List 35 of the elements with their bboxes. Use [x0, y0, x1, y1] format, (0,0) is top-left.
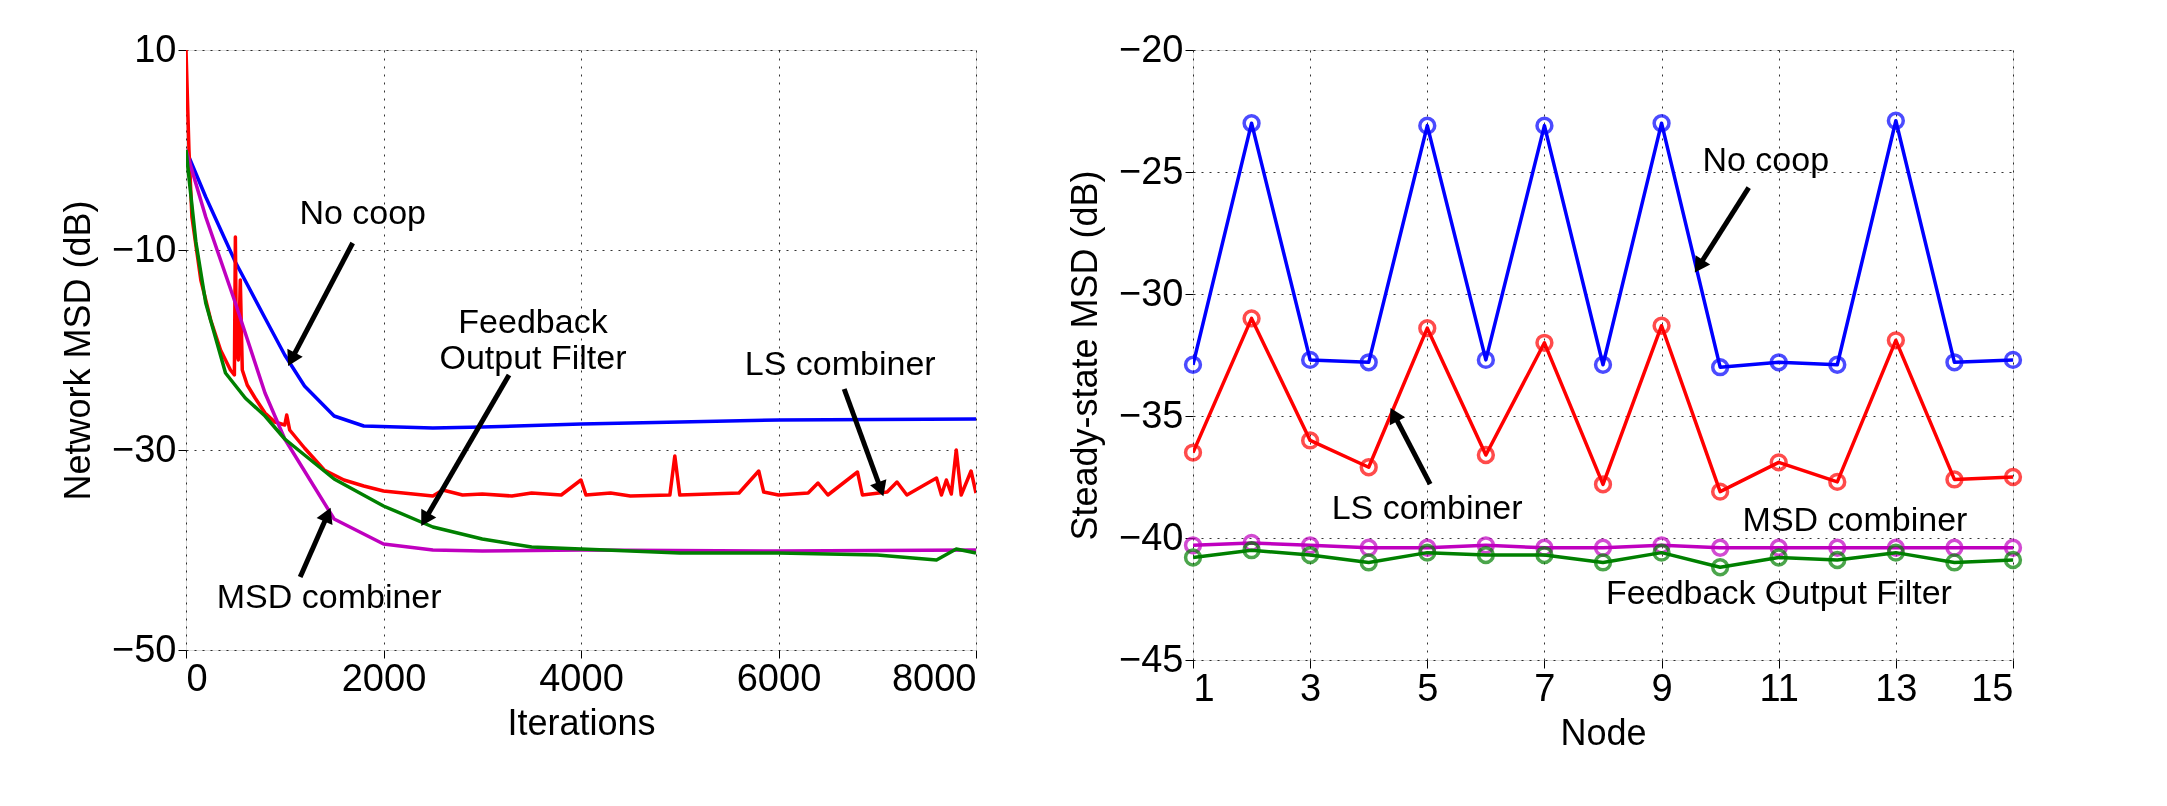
annotation: No coop [299, 193, 427, 231]
y-tick-label: −20 [1119, 27, 1184, 70]
x-axis-title: Node [1560, 711, 1647, 753]
x-tick-label: 8000 [891, 656, 977, 699]
annotation: Feedback Output Filter [439, 302, 627, 376]
y-tick-label: −25 [1119, 149, 1184, 192]
annotation: Feedback Output Filter [1606, 573, 1952, 611]
annotation: No coop [1702, 139, 1830, 178]
annotation: LS combiner [1331, 488, 1523, 527]
y-tick-label: −35 [1119, 393, 1184, 436]
x-tick-label: 5 [1417, 666, 1439, 709]
x-tick-label: 0 [186, 656, 208, 699]
x-tick-label: 7 [1534, 666, 1556, 709]
y-tick-label: −40 [1119, 515, 1184, 558]
x-tick-label: 11 [1759, 666, 1799, 709]
y-tick-label: −10 [112, 227, 177, 270]
y-tick-label: 10 [134, 27, 177, 70]
y-axis-title: Steady-state MSD (dB) [1064, 170, 1106, 541]
annotation: MSD combiner [1742, 500, 1968, 538]
x-tick-label: 3 [1300, 666, 1322, 709]
y-tick-label: −45 [1119, 637, 1184, 680]
y-tick-label: −50 [112, 627, 177, 670]
y-tick-label: −30 [112, 427, 177, 470]
x-tick-label: 13 [1875, 666, 1918, 709]
x-tick-label: 1 [1193, 666, 1215, 709]
y-tick-label: −30 [1119, 271, 1184, 314]
x-tick-label: 6000 [736, 656, 822, 699]
annotation: LS combiner [744, 344, 936, 382]
x-tick-label: 2000 [341, 656, 427, 699]
x-axis-title: Iterations [507, 701, 656, 743]
x-tick-label: 4000 [539, 656, 624, 699]
y-axis-title: Network MSD (dB) [57, 200, 99, 501]
annotation: MSD combiner [216, 577, 442, 615]
x-tick-label: 9 [1651, 666, 1673, 709]
x-tick-label: 15 [1971, 666, 2014, 709]
